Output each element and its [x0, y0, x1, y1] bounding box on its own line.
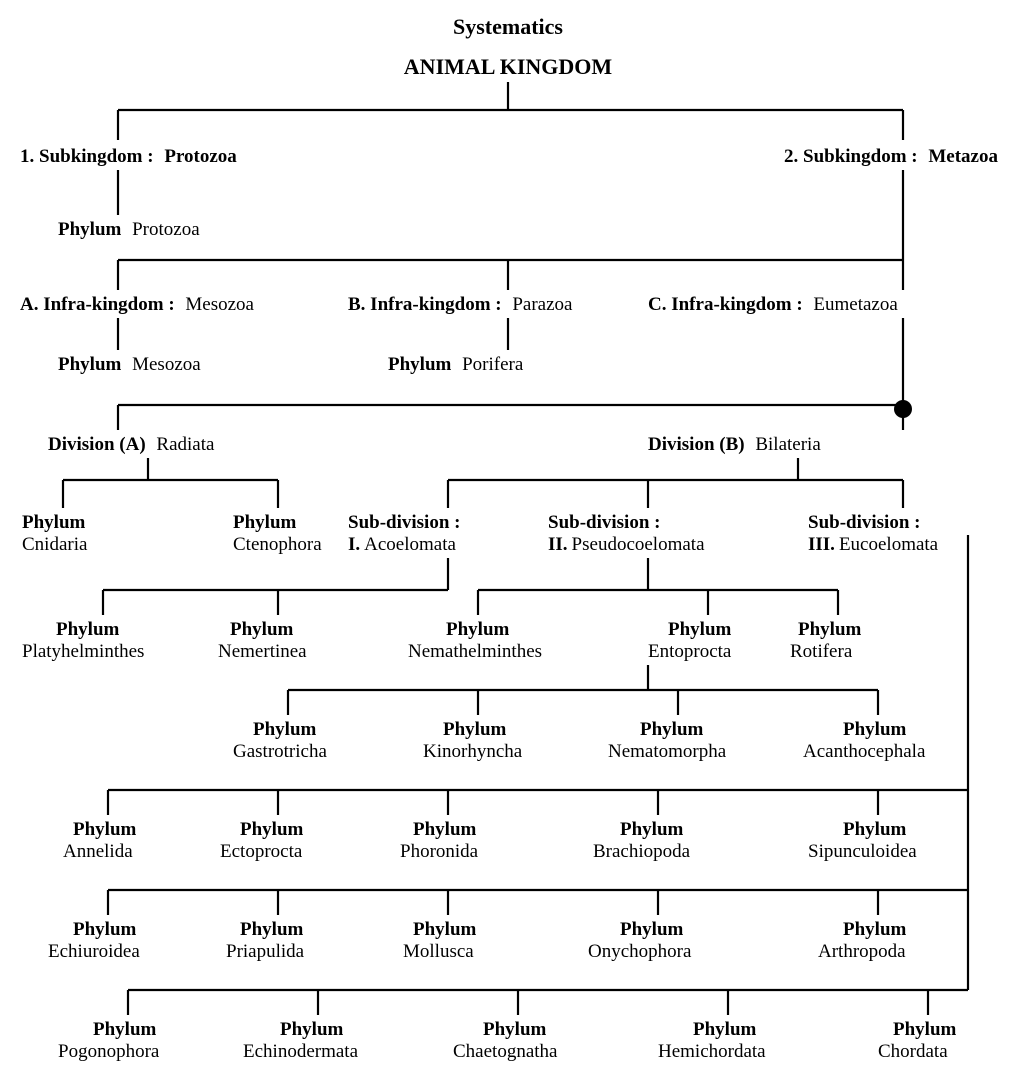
subdiv-iii-prefix: Sub-division : [808, 512, 920, 533]
page-title: Systematics [453, 14, 563, 39]
phy-moll-label: Phylum [413, 919, 477, 940]
phy-brac-label: Phylum [620, 819, 684, 840]
phy-rotif: Rotifera [790, 641, 853, 662]
phylum-platy: Platyhelminthes [22, 641, 144, 662]
subdiv-iii: III.Eucoelomata [808, 534, 939, 555]
phy-ann: Annelida [63, 841, 133, 862]
phy-pogo: Pogonophora [58, 1041, 160, 1062]
phy-onyc: Onychophora [588, 941, 692, 962]
phylum-nemer-label: Phylum [230, 619, 294, 640]
phy-echi: Echiuroidea [48, 941, 140, 962]
division-a: Division (A) Radiata [48, 434, 215, 455]
phylum-platy-label: Phylum [56, 619, 120, 640]
phy-nemath-label: Phylum [446, 619, 510, 640]
phy-nemato-label: Phylum [640, 719, 704, 740]
phy-acanth: Acanthocephala [803, 741, 926, 762]
subdiv-i: I.Acoelomata [348, 534, 457, 555]
phylum-nemer: Nemertinea [218, 641, 307, 662]
phylum-ctenophora: Ctenophora [233, 534, 322, 555]
infra-b: B. Infra-kingdom : Parazoa [348, 294, 573, 315]
phy-gastro-label: Phylum [253, 719, 317, 740]
phy-moll: Mollusca [403, 941, 474, 962]
phy-echd-label: Phylum [280, 1019, 344, 1040]
phy-hemi-label: Phylum [693, 1019, 757, 1040]
phy-sipu-label: Phylum [843, 819, 907, 840]
phy-ento: Entoprocta [648, 641, 732, 662]
subdiv-ii: II.Pseudocoelomata [548, 534, 705, 555]
phy-gastro: Gastrotricha [233, 741, 327, 762]
phy-ecto: Ectoprocta [220, 841, 303, 862]
phy-kino: Kinorhyncha [423, 741, 523, 762]
phy-ento-label: Phylum [668, 619, 732, 640]
systematics-tree: Systematics ANIMAL KINGDOM 1. Subkingdom… [8, 10, 1008, 1065]
phy-pria: Priapulida [226, 941, 305, 962]
phy-sipu: Sipunculoidea [808, 841, 917, 862]
phy-echi-label: Phylum [73, 919, 137, 940]
phy-nemato: Nematomorpha [608, 741, 727, 762]
phy-chae-label: Phylum [483, 1019, 547, 1040]
infra-c: C. Infra-kingdom : Eumetazoa [648, 294, 898, 315]
phy-ann-label: Phylum [73, 819, 137, 840]
phy-rotif-label: Phylum [798, 619, 862, 640]
phylum-protozoa: Phylum Protozoa [58, 219, 200, 240]
phy-hemi: Hemichordata [658, 1041, 766, 1062]
phy-arth-label: Phylum [843, 919, 907, 940]
subkingdom-b: 2. Subkingdom : Metazoa [784, 146, 998, 167]
phy-brac: Brachiopoda [593, 841, 691, 862]
subkingdom-a: 1. Subkingdom : Protozoa [20, 146, 237, 167]
phy-phor: Phoronida [400, 841, 479, 862]
phylum-cnidaria-label: Phylum [22, 512, 86, 533]
subdiv-ii-prefix: Sub-division : [548, 512, 660, 533]
phy-acanth-label: Phylum [843, 719, 907, 740]
phylum-mesozoa: Phylum Mesozoa [58, 354, 201, 375]
phy-pria-label: Phylum [240, 919, 304, 940]
phylum-cnidaria: Cnidaria [22, 534, 88, 555]
division-b: Division (B) Bilateria [648, 434, 821, 455]
root-node: ANIMAL KINGDOM [404, 54, 613, 79]
phy-nemath: Nemathelminthes [408, 641, 542, 662]
phy-onyc-label: Phylum [620, 919, 684, 940]
infra-a: A. Infra-kingdom : Mesozoa [20, 294, 255, 315]
subdiv-i-prefix: Sub-division : [348, 512, 460, 533]
phy-chor: Chordata [878, 1041, 948, 1062]
phy-chor-label: Phylum [893, 1019, 957, 1040]
phy-phor-label: Phylum [413, 819, 477, 840]
phy-pogo-label: Phylum [93, 1019, 157, 1040]
phylum-ctenophora-label: Phylum [233, 512, 297, 533]
phy-kino-label: Phylum [443, 719, 507, 740]
phy-chae: Chaetognatha [453, 1041, 558, 1062]
phy-echd: Echinodermata [243, 1041, 359, 1062]
phylum-porifera: Phylum Porifera [388, 354, 524, 375]
phy-ecto-label: Phylum [240, 819, 304, 840]
phy-arth: Arthropoda [818, 941, 906, 962]
